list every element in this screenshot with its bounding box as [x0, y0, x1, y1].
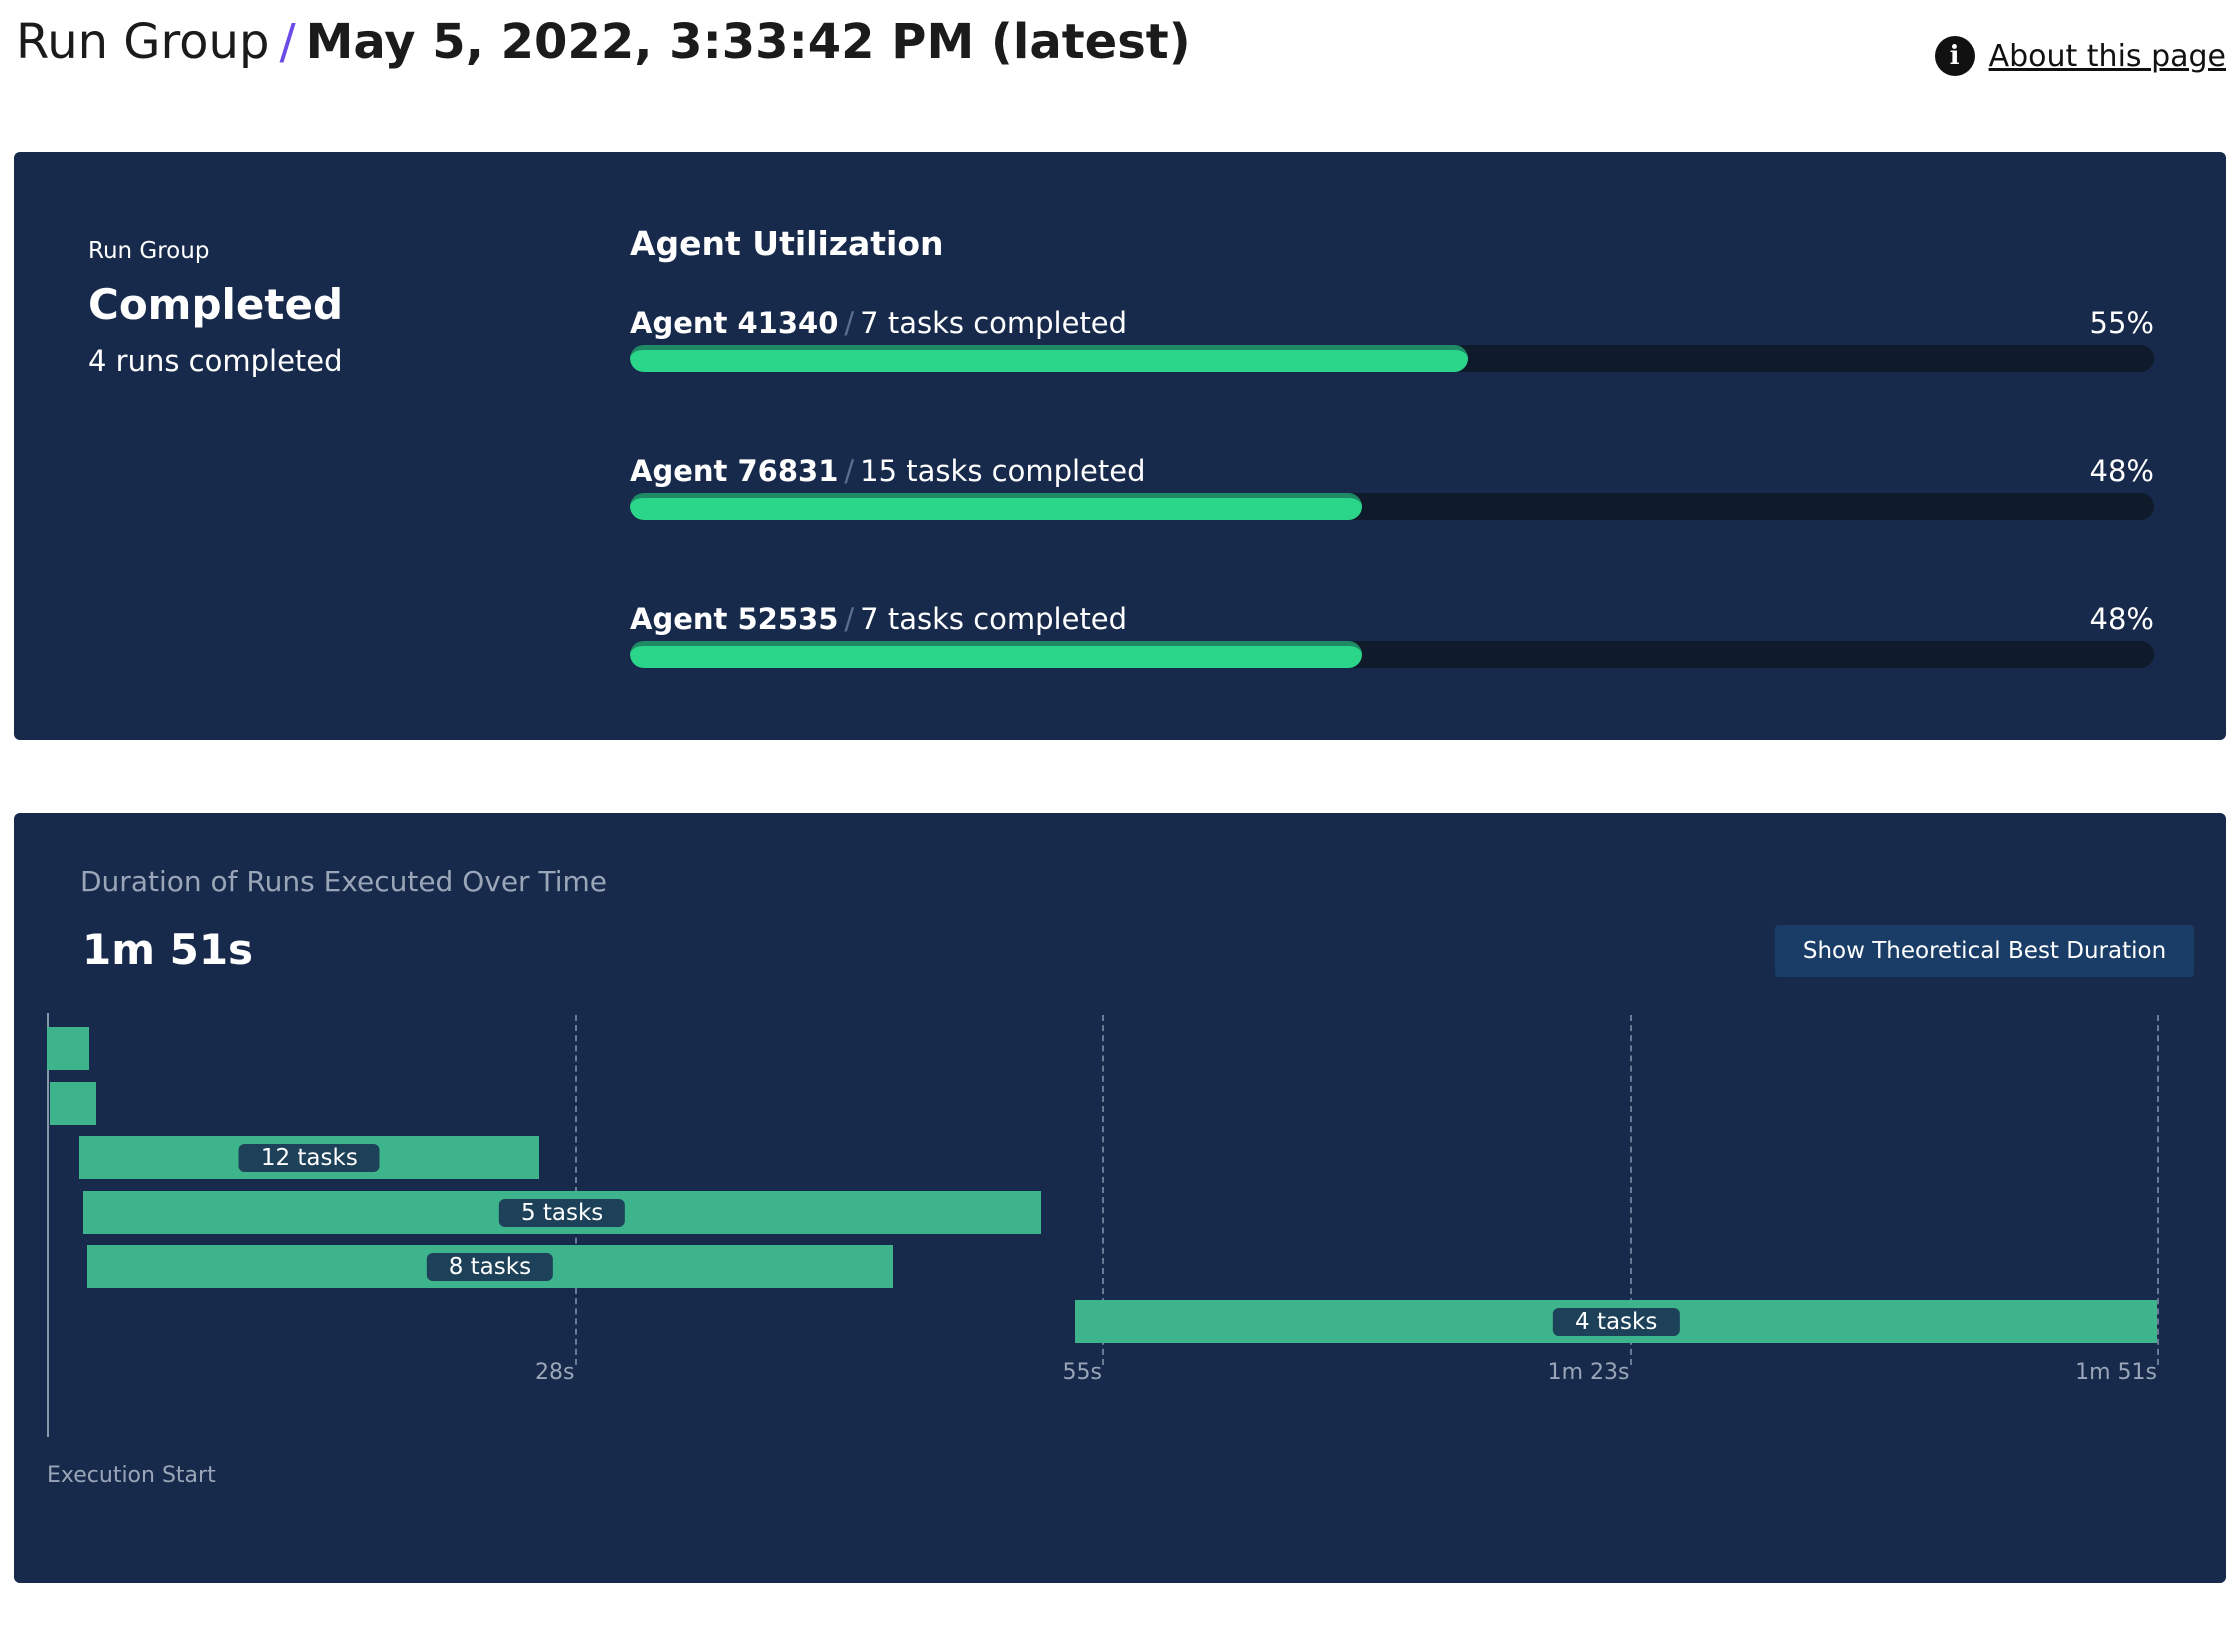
agent-name: Agent 41340 — [630, 306, 839, 340]
agent-tasks: 7 tasks completed — [860, 306, 1128, 340]
agent-row: Agent 76831/15 tasks completed 48% — [630, 454, 2154, 488]
about-this-page[interactable]: i About this page — [1934, 36, 2226, 76]
run-task-count: 12 tasks — [238, 1144, 380, 1172]
agent-percent: 48% — [2089, 454, 2154, 488]
run-group-title: May 5, 2022, 3:33:42 PM (latest) — [305, 14, 1191, 70]
utilization-bar — [630, 641, 2154, 668]
run-bar[interactable]: 12 tasks — [79, 1136, 540, 1179]
breadcrumb-separator: / — [279, 14, 296, 70]
utilization-bar-fill — [630, 493, 1362, 520]
tick-label: 55s — [1062, 1360, 1102, 1385]
about-link[interactable]: About this page — [1988, 38, 2226, 74]
separator: / — [844, 602, 855, 636]
tick-label: 28s — [535, 1360, 575, 1385]
gridline — [2157, 1015, 2159, 1365]
run-bar[interactable] — [47, 1027, 89, 1070]
utilization-title: Agent Utilization — [630, 224, 944, 263]
agent-row: Agent 41340/7 tasks completed 55% — [630, 306, 2154, 340]
status: Completed — [88, 280, 344, 329]
tick-label: 1m 23s — [1547, 1360, 1630, 1385]
run-task-count: 4 tasks — [1553, 1307, 1680, 1336]
chart-title: Duration of Runs Executed Over Time — [80, 865, 607, 898]
utilization-bar-fill — [630, 345, 1469, 372]
agent-percent: 55% — [2089, 306, 2154, 340]
page-title: Run Group / May 5, 2022, 3:33:42 PM (lates… — [16, 14, 1191, 70]
runs-completed: 4 runs completed — [88, 344, 343, 378]
utilization-bar — [630, 345, 2154, 372]
info-icon: i — [1934, 36, 1975, 76]
gantt-chart: 28s 55s 1m 23s 1m 51s 12 tasks 5 tasks 8 ta… — [14, 813, 2226, 1583]
tick-label: 1m 51s — [2075, 1360, 2157, 1385]
origin-axis — [47, 1013, 49, 1437]
gridline — [574, 1015, 577, 1365]
agent-percent: 48% — [2089, 602, 2154, 636]
breadcrumb-root[interactable]: Run Group — [16, 14, 270, 70]
utilization-bar-fill — [630, 641, 1362, 668]
agent-name: Agent 52535 — [630, 602, 839, 636]
gridline — [1102, 1015, 1104, 1365]
agent-name: Agent 76831 — [630, 454, 839, 488]
run-bar[interactable]: 4 tasks — [1075, 1299, 2157, 1343]
utilization-bar — [630, 493, 2154, 520]
separator: / — [844, 306, 855, 340]
run-bar[interactable] — [49, 1081, 97, 1125]
agent-row: Agent 52535/7 tasks completed 48% — [630, 602, 2154, 636]
total-duration: 1m 51s — [82, 925, 254, 974]
run-task-count: 8 tasks — [426, 1253, 554, 1281]
separator: / — [844, 454, 855, 488]
show-theoretical-best-button[interactable]: Show Theoretical Best Duration — [1775, 925, 2194, 977]
gridline — [1629, 1015, 1632, 1365]
agent-tasks: 15 tasks completed — [860, 454, 1146, 488]
run-bar[interactable]: 5 tasks — [83, 1190, 1042, 1234]
run-group-summary-panel: Run Group Completed 4 runs completed Age… — [14, 152, 2226, 740]
execution-start-label: Execution Start — [47, 1463, 216, 1488]
run-task-count: 5 tasks — [498, 1198, 626, 1227]
summary-label: Run Group — [88, 238, 210, 264]
agent-tasks: 7 tasks completed — [860, 602, 1128, 636]
run-bar[interactable]: 8 tasks — [86, 1245, 893, 1288]
duration-chart-panel: Duration of Runs Executed Over Time 1m 5… — [14, 813, 2226, 1583]
